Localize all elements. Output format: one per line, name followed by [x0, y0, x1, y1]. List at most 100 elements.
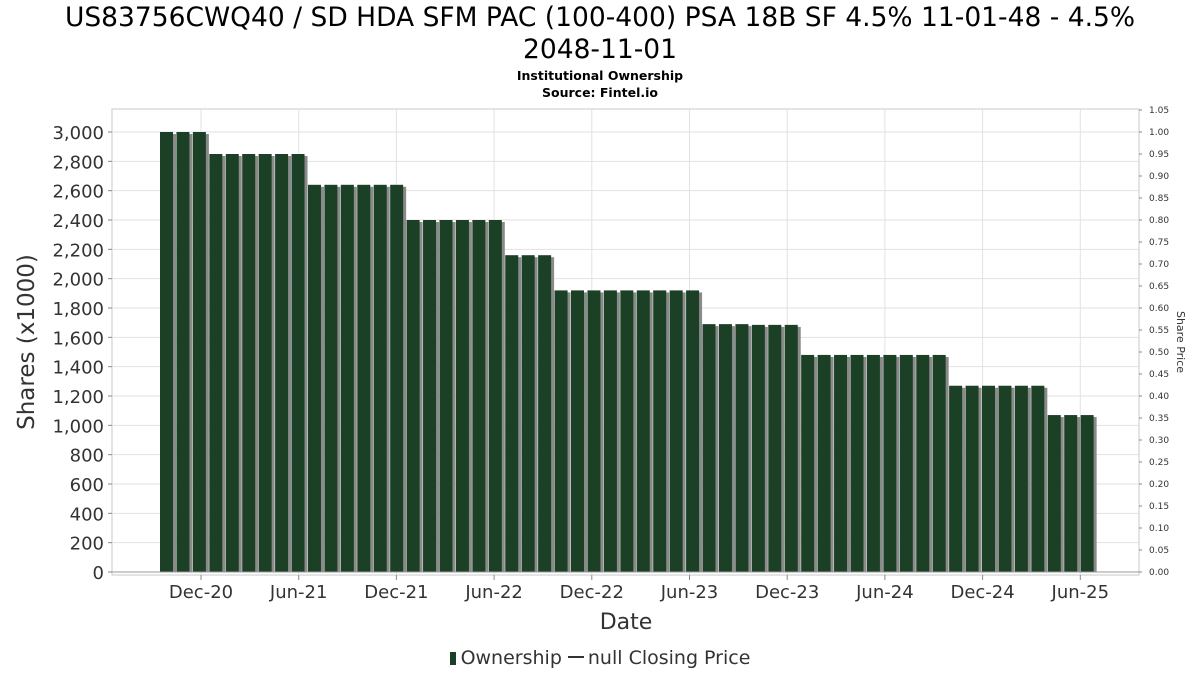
bar — [275, 154, 289, 572]
bar — [850, 354, 864, 572]
x-tick-label: Jun-24 — [855, 582, 914, 603]
x-tick-label: Dec-24 — [950, 582, 1014, 603]
y-tick-label: 0 — [93, 563, 104, 584]
chart-source: Source: Fintel.io — [542, 85, 658, 100]
y2-tick-label: 0.30 — [1149, 436, 1169, 446]
bar — [455, 220, 469, 572]
bar — [160, 132, 173, 572]
chart-title: US83756CWQ40 / SD HDA SFM PAC (100-400) … — [0, 2, 1200, 66]
y-tick-label: 200 — [70, 534, 104, 555]
y2-tick-label: 0.75 — [1149, 238, 1169, 248]
bar — [916, 354, 930, 572]
y-tick-label: 1,000 — [52, 416, 104, 437]
bar — [192, 132, 206, 572]
y-axis-label: Shares (x1000) — [14, 254, 40, 430]
bar — [340, 184, 354, 573]
bar — [686, 290, 700, 572]
y2-tick-label: 0.90 — [1149, 172, 1169, 182]
bar — [521, 255, 535, 572]
legend: Ownership null Closing Price — [0, 647, 1200, 669]
bar — [653, 290, 667, 572]
bar — [488, 220, 502, 572]
bar — [751, 324, 765, 572]
y-tick-label: 2,200 — [52, 240, 104, 261]
bar — [554, 290, 568, 572]
y2-tick-label: 0.45 — [1149, 370, 1169, 380]
y-tick-label: 1,200 — [52, 387, 104, 408]
bar — [949, 385, 963, 572]
y2-tick-label: 0.55 — [1149, 326, 1169, 336]
y-tick-label: 3,000 — [52, 123, 104, 144]
y2-tick-label: 0.35 — [1149, 414, 1169, 424]
x-tick-label: Dec-23 — [755, 582, 819, 603]
bar — [866, 354, 880, 572]
bar — [965, 385, 979, 572]
y2-tick-label: 0.80 — [1149, 216, 1169, 226]
bar — [1047, 415, 1061, 572]
chart-title-line2: 2048-11-01 — [522, 34, 677, 65]
bar — [669, 290, 683, 572]
y2-tick-label: 0.05 — [1149, 546, 1169, 556]
x-tick-label: Dec-20 — [169, 582, 233, 603]
bar — [817, 354, 831, 572]
bar — [932, 354, 946, 572]
y-tick-label: 1,400 — [52, 358, 104, 379]
legend-ownership-label: Ownership — [460, 647, 562, 669]
bar — [291, 154, 305, 572]
y2-tick-label: 0.65 — [1149, 282, 1169, 292]
y2-tick-label: 1.05 — [1149, 106, 1169, 116]
y2-tick-label: 0.85 — [1149, 194, 1169, 204]
bar — [1014, 385, 1028, 572]
bar — [571, 290, 584, 572]
bar — [702, 324, 716, 572]
bar — [718, 324, 732, 572]
bar — [439, 220, 453, 572]
bar — [225, 154, 239, 572]
bar — [620, 290, 634, 572]
y2-tick-label: 0.60 — [1149, 304, 1169, 314]
bar — [587, 290, 601, 572]
bar — [768, 324, 782, 572]
y2-tick-label: 0.20 — [1149, 480, 1169, 490]
bar — [390, 184, 404, 573]
x-tick-label: Jun-21 — [269, 582, 328, 603]
bar — [801, 354, 815, 572]
bar — [505, 255, 519, 572]
x-axis-label: Date — [600, 610, 653, 635]
y2-tick-label: 0.70 — [1149, 260, 1169, 270]
y-tick-label: 2,600 — [52, 182, 104, 203]
y2-tick-label: 0.95 — [1149, 150, 1169, 160]
bar — [1080, 415, 1094, 572]
bar — [834, 354, 848, 572]
bar — [357, 184, 371, 573]
bar — [307, 184, 321, 573]
bar — [373, 184, 387, 573]
legend-price-line — [567, 656, 584, 658]
bar — [324, 184, 338, 573]
bar — [636, 290, 650, 572]
y2-tick-label: 0.50 — [1149, 348, 1169, 358]
x-tick-label: Jun-22 — [464, 582, 523, 603]
bar — [423, 220, 437, 572]
bar — [1031, 385, 1045, 572]
bar — [899, 354, 913, 572]
bar — [735, 324, 749, 572]
legend-price-label: null Closing Price — [587, 647, 751, 669]
y2-tick-label: 0.15 — [1149, 502, 1169, 512]
y2-tick-label: 0.10 — [1149, 524, 1169, 534]
x-tick-label: Dec-22 — [560, 582, 624, 603]
y2-tick-label: 0.25 — [1149, 458, 1169, 468]
y-tick-label: 600 — [70, 475, 104, 496]
bar — [603, 290, 617, 572]
bar — [998, 385, 1012, 572]
bar — [406, 220, 420, 572]
bar — [209, 154, 223, 572]
y-tick-label: 2,800 — [52, 152, 104, 173]
legend-ownership-swatch — [449, 652, 456, 665]
y2-tick-label: 0.00 — [1149, 568, 1169, 578]
bar — [472, 220, 486, 572]
bar — [258, 154, 272, 572]
y-tick-label: 400 — [70, 504, 104, 525]
y-tick-label: 2,000 — [52, 270, 104, 291]
